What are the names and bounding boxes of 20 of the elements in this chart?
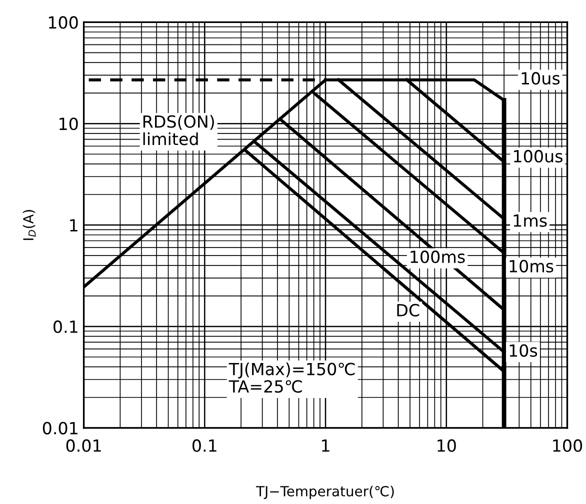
annotation: DC <box>397 304 420 316</box>
y-tick-label: 0.1 <box>54 320 78 334</box>
y-tick-label: 10 <box>60 118 78 130</box>
x-axis-title: TJ−Temperatuer(℃) <box>256 486 394 500</box>
annotation: 10ms <box>510 260 554 272</box>
x-tick-label: 0.1 <box>192 439 216 452</box>
x-tick-label: 100 <box>553 439 582 452</box>
y-axis-title: I$_{D}$(A) <box>22 210 36 240</box>
x-tick-label: 1 <box>322 440 330 452</box>
annotation: 100ms <box>410 250 465 264</box>
y-tick-label: 100 <box>48 16 78 29</box>
annotation: 10us <box>522 72 560 85</box>
annotation: 10s <box>510 344 538 357</box>
y-tick-label: 0.01 <box>42 422 78 434</box>
annotation: RDS(ON) limited <box>143 114 214 146</box>
annotation: 100us <box>514 150 562 163</box>
x-tick-label: 10 <box>438 439 456 452</box>
annotation: TJ(Max)=150℃ TA=25℃ <box>228 362 355 393</box>
y-tick-label: 1 <box>70 219 78 232</box>
annotation: 1ms <box>514 214 547 227</box>
